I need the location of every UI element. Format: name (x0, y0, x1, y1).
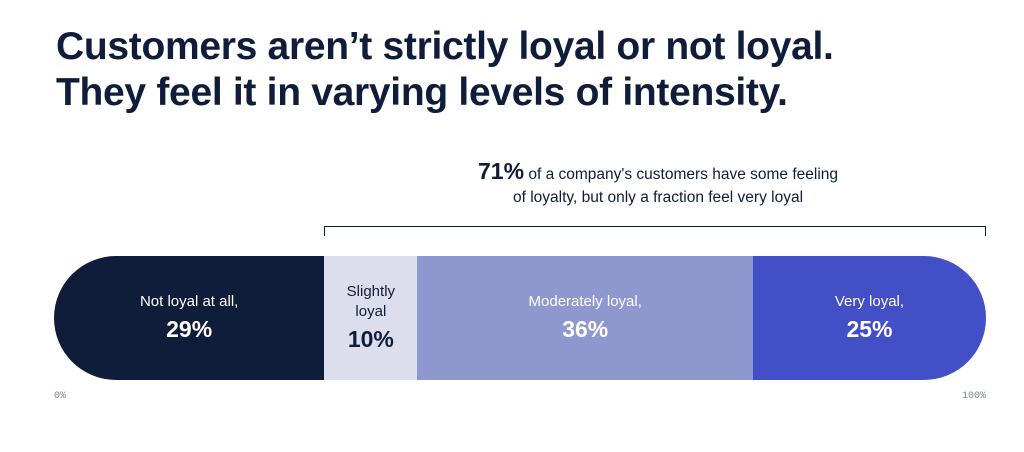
axis-min-label: 0% (54, 391, 67, 402)
segment-label: Moderately loyal, (528, 293, 642, 310)
segment-value: 10% (347, 326, 394, 352)
axis-max-label: 100% (961, 391, 986, 402)
bar-segment-2: Moderately loyal, 36% (417, 256, 753, 380)
chart-title-line-1: Customers aren’t strictly loyal or not l… (56, 25, 834, 68)
bar-segment-0: Not loyal at all, 29% (54, 256, 325, 380)
annotation-line-1: 71% of a company's customers have some f… (330, 160, 986, 186)
chart-title: Customers aren’t strictly loyal or not l… (56, 24, 834, 116)
annotation-text-2: of loyalty, but only a fraction feel ver… (512, 189, 804, 206)
annotation-bracket (324, 226, 986, 236)
bar-segment-3: Very loyal, 25% (752, 256, 986, 380)
bar-segment-1: Slightly loyal 10% (324, 256, 418, 380)
segment-label: Very loyal, (834, 293, 905, 310)
annotation-highlight: 71% (477, 158, 525, 184)
stacked-bar: Not loyal at all, 29% Slightly loyal 10% Mode… (54, 256, 986, 380)
segment-value: 29% (166, 316, 213, 342)
segment-value: 25% (846, 316, 893, 342)
annotation-text-1: of a company's customers have some feeli… (528, 166, 839, 183)
segment-label: Not loyal at all, (139, 293, 239, 310)
segment-value: 36% (562, 316, 609, 342)
chart-title-line-2: They feel it in varying levels of intens… (56, 71, 788, 114)
segment-label: Slightly (346, 283, 396, 300)
loyalty-annotation: 71% of a company's customers have some f… (330, 160, 986, 209)
segment-label: loyal (355, 303, 387, 320)
